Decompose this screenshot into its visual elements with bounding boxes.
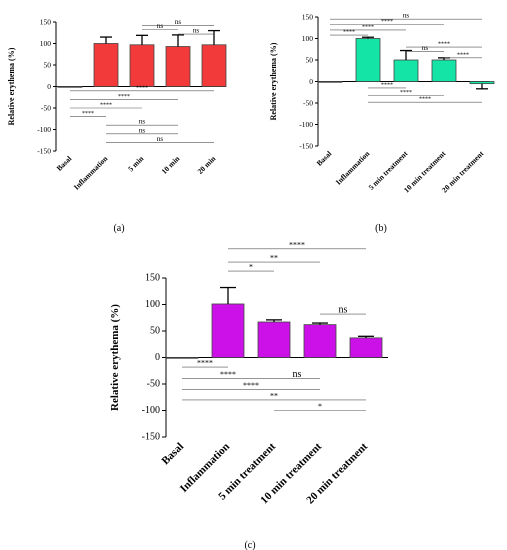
significance-label: ** bbox=[270, 391, 278, 400]
y-axis-label: Relative erythema (%) bbox=[269, 42, 278, 120]
significance-label: **** bbox=[419, 97, 431, 103]
y-tick-label: -50 bbox=[303, 99, 313, 108]
y-tick-label: 100 bbox=[40, 39, 52, 48]
category-label: Basal bbox=[159, 441, 186, 468]
y-tick-label: -100 bbox=[142, 405, 160, 416]
panel-a-chart: 150 100 50 0 -50 -100 -150 Relative erythema (%… bbox=[7, 18, 227, 192]
significance-label: **** bbox=[457, 52, 469, 58]
bar bbox=[257, 321, 291, 358]
bar bbox=[129, 44, 155, 87]
significance-label: ** bbox=[270, 254, 278, 263]
bar bbox=[393, 59, 419, 82]
y-tick-label: -150 bbox=[142, 432, 160, 443]
significance-label: **** bbox=[118, 94, 130, 100]
y-tick-label: -100 bbox=[37, 125, 51, 134]
significance-label: * bbox=[318, 402, 322, 411]
category-label: Inflammation bbox=[72, 153, 110, 191]
significance-label: **** bbox=[136, 85, 148, 91]
significance-label: ns bbox=[403, 12, 410, 20]
significance-label: ns bbox=[157, 135, 164, 143]
significance-label: **** bbox=[362, 24, 374, 30]
significance-label: **** bbox=[100, 103, 112, 109]
y-tick-label: -150 bbox=[37, 147, 51, 156]
category-label: 10 min bbox=[160, 153, 182, 175]
significance-label: **** bbox=[400, 90, 412, 96]
y-tick-label: 50 bbox=[150, 326, 160, 337]
significance-label: ns bbox=[139, 118, 146, 126]
bar bbox=[211, 303, 245, 358]
significance-label: **** bbox=[343, 30, 355, 36]
bar bbox=[349, 337, 383, 358]
y-tick-label: 0 bbox=[155, 352, 160, 363]
bar bbox=[201, 44, 227, 87]
significance-label: **** bbox=[243, 381, 259, 390]
category-label: Basal bbox=[315, 149, 334, 168]
category-label: Basal bbox=[55, 154, 74, 173]
significance-label: * bbox=[249, 263, 253, 272]
bar bbox=[165, 357, 199, 359]
significance-label: ns bbox=[175, 18, 182, 26]
y-tick-label: -50 bbox=[41, 104, 51, 113]
bar bbox=[317, 81, 343, 83]
y-tick-label: -150 bbox=[299, 142, 313, 151]
category-label: 5 min treatment bbox=[367, 149, 410, 192]
significance-label: **** bbox=[197, 359, 213, 368]
bar bbox=[165, 46, 191, 87]
y-tick-label: 150 bbox=[302, 13, 314, 22]
significance-label: **** bbox=[438, 42, 450, 48]
y-tick-label: 150 bbox=[145, 273, 160, 284]
significance-label: ns bbox=[157, 22, 164, 30]
panel-c-chart: 150 100 50 0 -50 -100 -150 Relative erythema (%… bbox=[109, 240, 388, 506]
significance-label: ns bbox=[139, 126, 146, 134]
bar bbox=[431, 59, 457, 82]
y-axis-label: Relative erythema (%) bbox=[109, 304, 121, 411]
significance-label: ns bbox=[193, 27, 200, 35]
significance-label: **** bbox=[381, 82, 393, 88]
y-tick-label: -50 bbox=[147, 379, 160, 390]
y-tick-label: 150 bbox=[40, 18, 52, 27]
significance-label: ns bbox=[339, 305, 348, 316]
y-tick-label: -100 bbox=[299, 120, 313, 129]
y-tick-label: 0 bbox=[47, 82, 51, 91]
panel-label-a: (a) bbox=[113, 223, 124, 234]
category-label: Inflammation bbox=[334, 148, 372, 186]
panel-label-c: (c) bbox=[244, 540, 255, 550]
y-tick-label: 100 bbox=[145, 299, 160, 310]
bar bbox=[469, 81, 495, 85]
bar bbox=[355, 38, 381, 82]
bar bbox=[93, 43, 119, 87]
category-label: 5 min bbox=[126, 153, 146, 173]
category-label: 20 min bbox=[196, 153, 218, 175]
bar bbox=[303, 324, 337, 358]
significance-label: **** bbox=[220, 370, 236, 379]
y-tick-label: 100 bbox=[302, 34, 314, 43]
panel-label-b: (b) bbox=[375, 223, 387, 234]
significance-label: **** bbox=[381, 19, 393, 25]
y-tick-label: 50 bbox=[44, 61, 52, 70]
y-tick-label: 50 bbox=[306, 56, 314, 65]
significance-label: **** bbox=[82, 111, 94, 117]
panel-b-chart: 150 100 50 0 -50 -100 -150 Relative erythema (%… bbox=[269, 12, 495, 194]
bar bbox=[57, 86, 83, 88]
y-tick-label: 0 bbox=[309, 77, 313, 86]
significance-label: **** bbox=[289, 240, 305, 249]
y-axis-label: Relative erythema (%) bbox=[7, 47, 16, 125]
significance-label: ns bbox=[422, 44, 429, 52]
significance-label: ns bbox=[293, 369, 302, 380]
